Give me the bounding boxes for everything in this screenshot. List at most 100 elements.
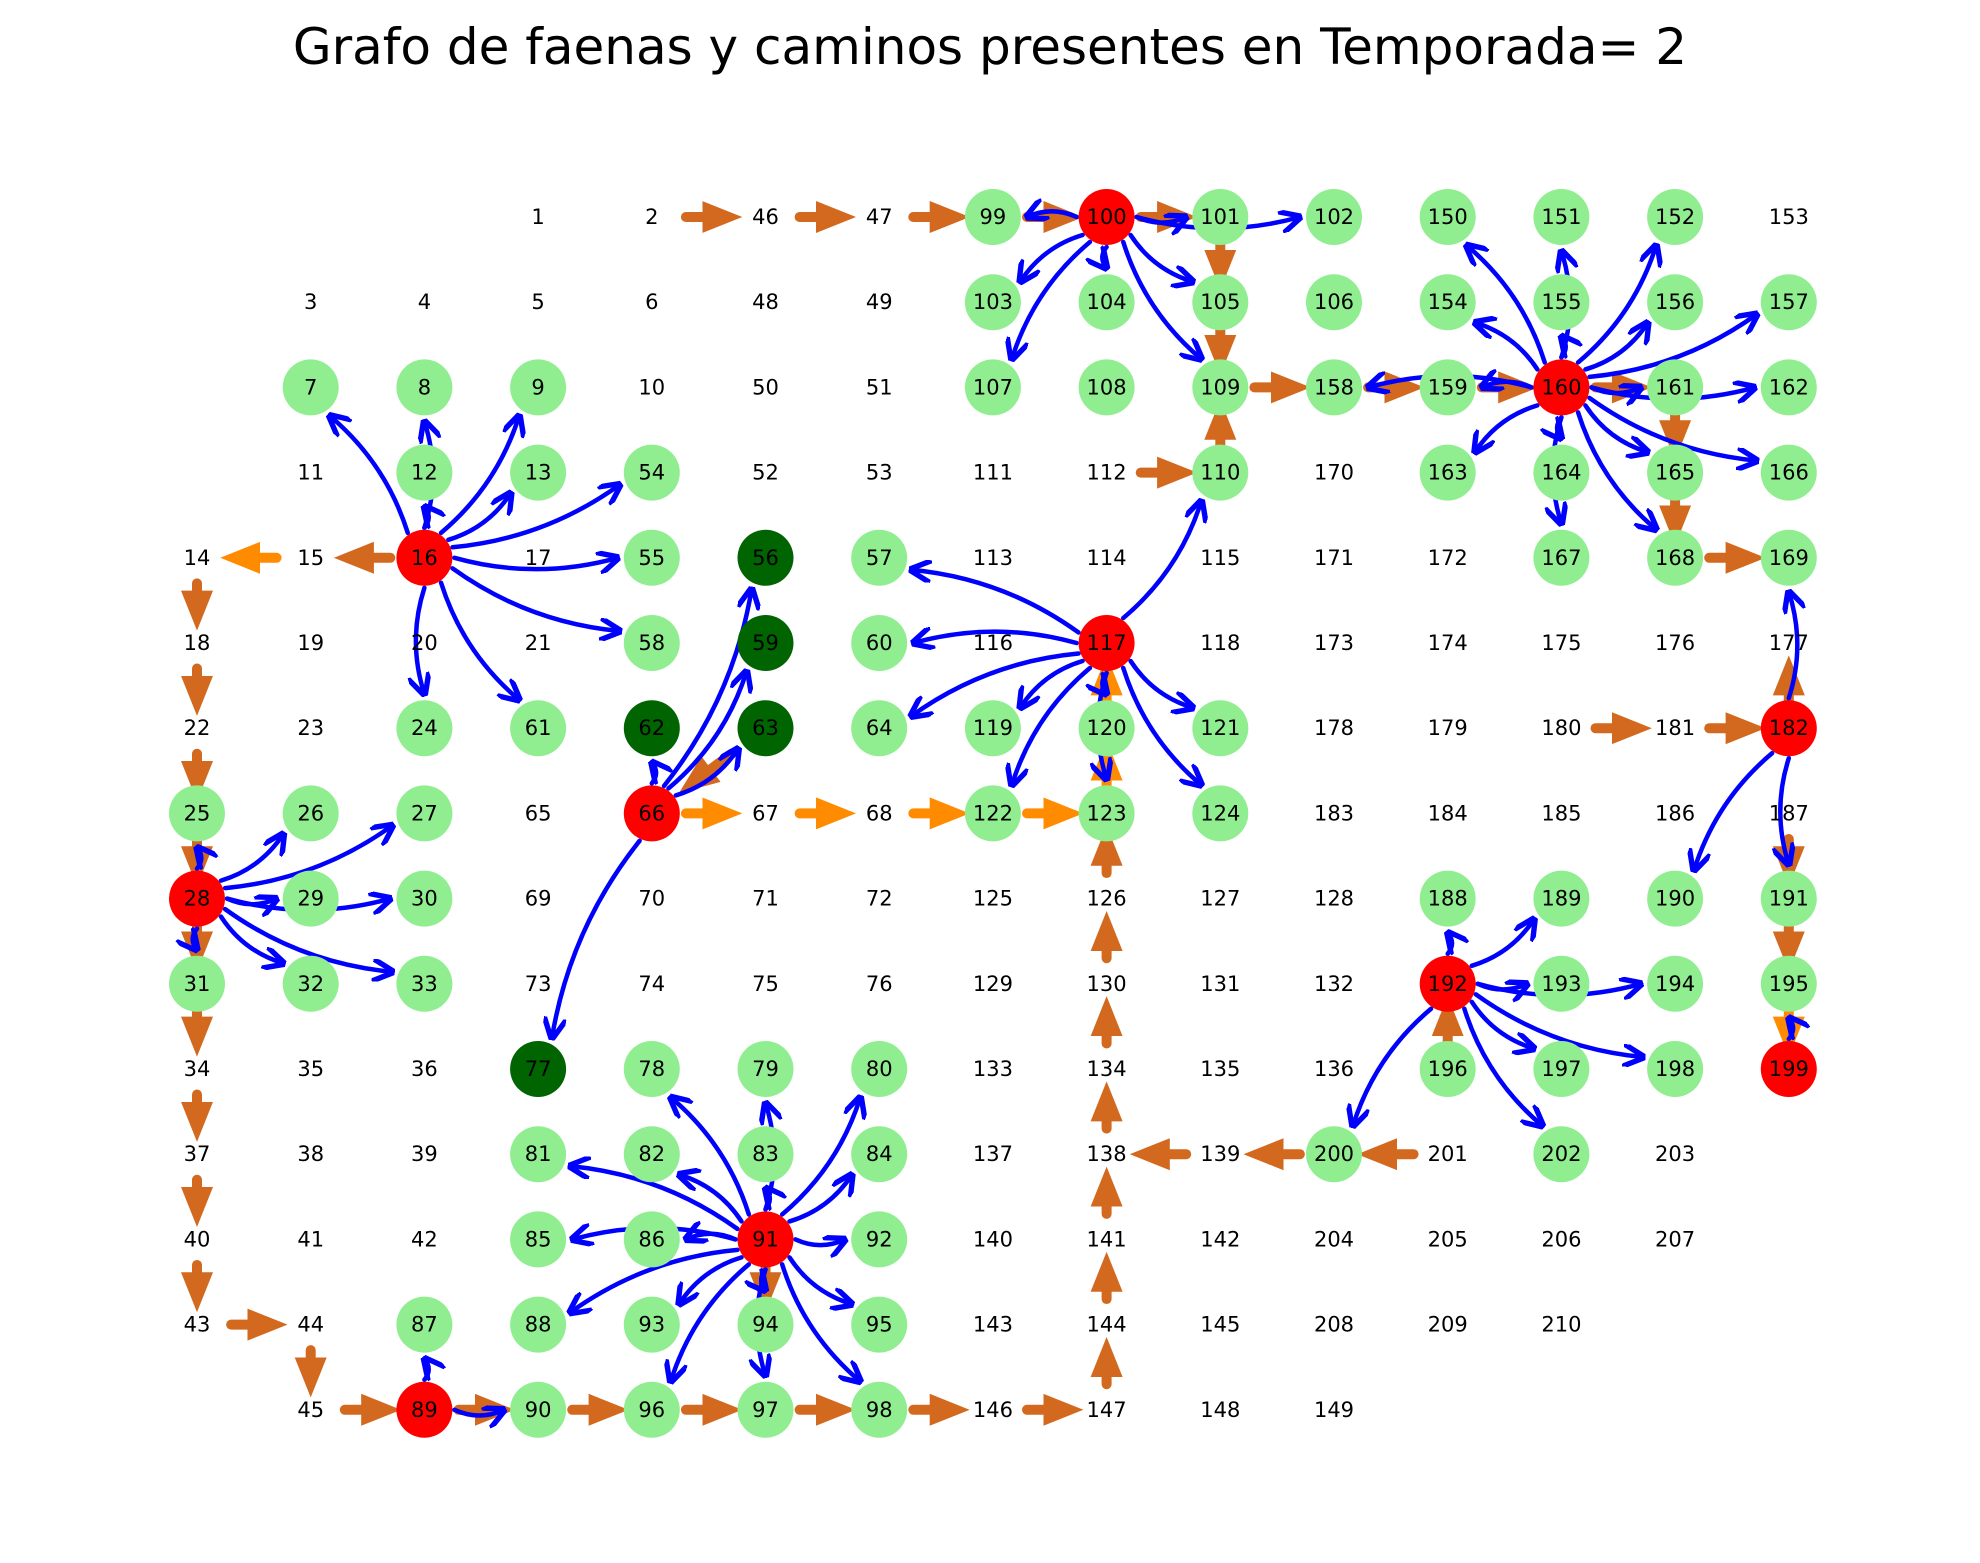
node-206: 206: [1541, 1227, 1581, 1251]
node-label-14: 14: [184, 546, 211, 570]
node-189: 189: [1533, 870, 1590, 927]
node-label-98: 98: [866, 1398, 893, 1422]
node-138: 138: [1087, 1142, 1127, 1166]
node-label-128: 128: [1314, 887, 1354, 911]
node-label-79: 79: [752, 1057, 779, 1081]
node-circle-90: [510, 1381, 567, 1438]
arc-91-92: [793, 1239, 846, 1245]
node-187: 187: [1769, 801, 1809, 825]
node-137: 137: [973, 1142, 1013, 1166]
arc-192-198: [1473, 992, 1643, 1057]
node-33: 33: [396, 955, 453, 1012]
node-label-66: 66: [638, 801, 665, 825]
node-169: 169: [1760, 529, 1817, 586]
node-label-180: 180: [1541, 716, 1581, 740]
node-label-183: 183: [1314, 801, 1354, 825]
node-label-29: 29: [297, 887, 324, 911]
node-label-201: 201: [1428, 1142, 1468, 1166]
node-197: 197: [1533, 1041, 1590, 1097]
arc-117-110: [1121, 501, 1201, 621]
arc-117-60: [913, 632, 1079, 643]
node-204: 204: [1314, 1227, 1354, 1251]
node-circle-79: [737, 1041, 794, 1097]
node-circle-96: [623, 1381, 680, 1438]
arc-89-87: [424, 1359, 428, 1383]
faena-node-199: [1760, 1041, 1817, 1097]
node-label-44: 44: [297, 1313, 324, 1337]
node-79: 79: [737, 1041, 794, 1097]
node-circle-54: [623, 444, 680, 501]
node-circle-61: [510, 700, 567, 757]
node-label-160: 160: [1541, 375, 1581, 399]
node-171: 171: [1314, 546, 1354, 570]
node-circle-87: [396, 1296, 453, 1353]
node-16: 16: [396, 529, 453, 586]
node-147: 147: [1087, 1398, 1127, 1422]
node-circle-82: [623, 1126, 680, 1183]
node-72: 72: [866, 887, 893, 911]
node-label-116: 116: [973, 631, 1013, 655]
node-circle-92: [851, 1211, 908, 1268]
node-label-16: 16: [411, 546, 438, 570]
node-64: 64: [851, 700, 908, 757]
node-circle-162: [1760, 359, 1817, 416]
node-label-207: 207: [1655, 1227, 1695, 1251]
node-label-17: 17: [525, 546, 552, 570]
node-31: 31: [169, 955, 225, 1012]
node-circle-8: [396, 359, 453, 416]
node-label-30: 30: [411, 887, 438, 911]
arc-100-103: [1020, 232, 1085, 282]
node-label-145: 145: [1200, 1313, 1240, 1337]
node-label-150: 150: [1428, 205, 1468, 229]
node-label-161: 161: [1655, 375, 1695, 399]
node-195: 195: [1760, 955, 1817, 1012]
node-163: 163: [1419, 444, 1476, 501]
node-label-25: 25: [184, 801, 211, 825]
node-circle-98: [851, 1381, 908, 1438]
node-184: 184: [1428, 801, 1468, 825]
node-label-125: 125: [973, 887, 1013, 911]
node-label-171: 171: [1314, 546, 1354, 570]
node-78: 78: [623, 1041, 680, 1097]
node-136: 136: [1314, 1057, 1354, 1081]
node-circle-168: [1647, 529, 1704, 586]
node-label-152: 152: [1655, 205, 1695, 229]
node-label-203: 203: [1655, 1142, 1695, 1166]
node-190: 190: [1647, 870, 1704, 927]
node-196: 196: [1419, 1041, 1476, 1097]
arc-100-105: [1128, 232, 1193, 282]
node-circle-165: [1647, 444, 1704, 501]
node-22: 22: [184, 716, 211, 740]
node-label-21: 21: [525, 631, 552, 655]
node-label-186: 186: [1655, 801, 1695, 825]
faena-node-192: [1419, 955, 1476, 1012]
node-26: 26: [282, 785, 339, 842]
node-circle-24: [396, 700, 453, 757]
faena-node-160: [1533, 359, 1590, 416]
node-95: 95: [851, 1296, 908, 1353]
node-label-206: 206: [1541, 1227, 1581, 1251]
node-label-97: 97: [752, 1398, 779, 1422]
node-circle-60: [851, 615, 908, 671]
node-182: 182: [1760, 700, 1817, 757]
node-84: 84: [851, 1126, 908, 1183]
node-circle-57: [851, 529, 908, 586]
node-circle-7: [282, 359, 339, 416]
node-label-159: 159: [1428, 375, 1468, 399]
node-circle-158: [1306, 359, 1362, 416]
arc-16-55: [452, 558, 617, 569]
node-circle-156: [1647, 274, 1704, 331]
arc-100-104: [1102, 244, 1106, 268]
node-101: 101: [1192, 189, 1249, 245]
node-circle-88: [510, 1296, 567, 1353]
arc-66-77: [552, 838, 642, 1038]
arc-160-152: [1575, 245, 1656, 365]
node-67: 67: [752, 801, 779, 825]
node-label-19: 19: [297, 631, 324, 655]
faena-node-100: [1078, 189, 1135, 245]
node-label-108: 108: [1087, 375, 1127, 399]
node-135: 135: [1200, 1057, 1240, 1081]
node-162: 162: [1760, 359, 1817, 416]
node-205: 205: [1428, 1227, 1468, 1251]
node-circle-189: [1533, 870, 1590, 927]
